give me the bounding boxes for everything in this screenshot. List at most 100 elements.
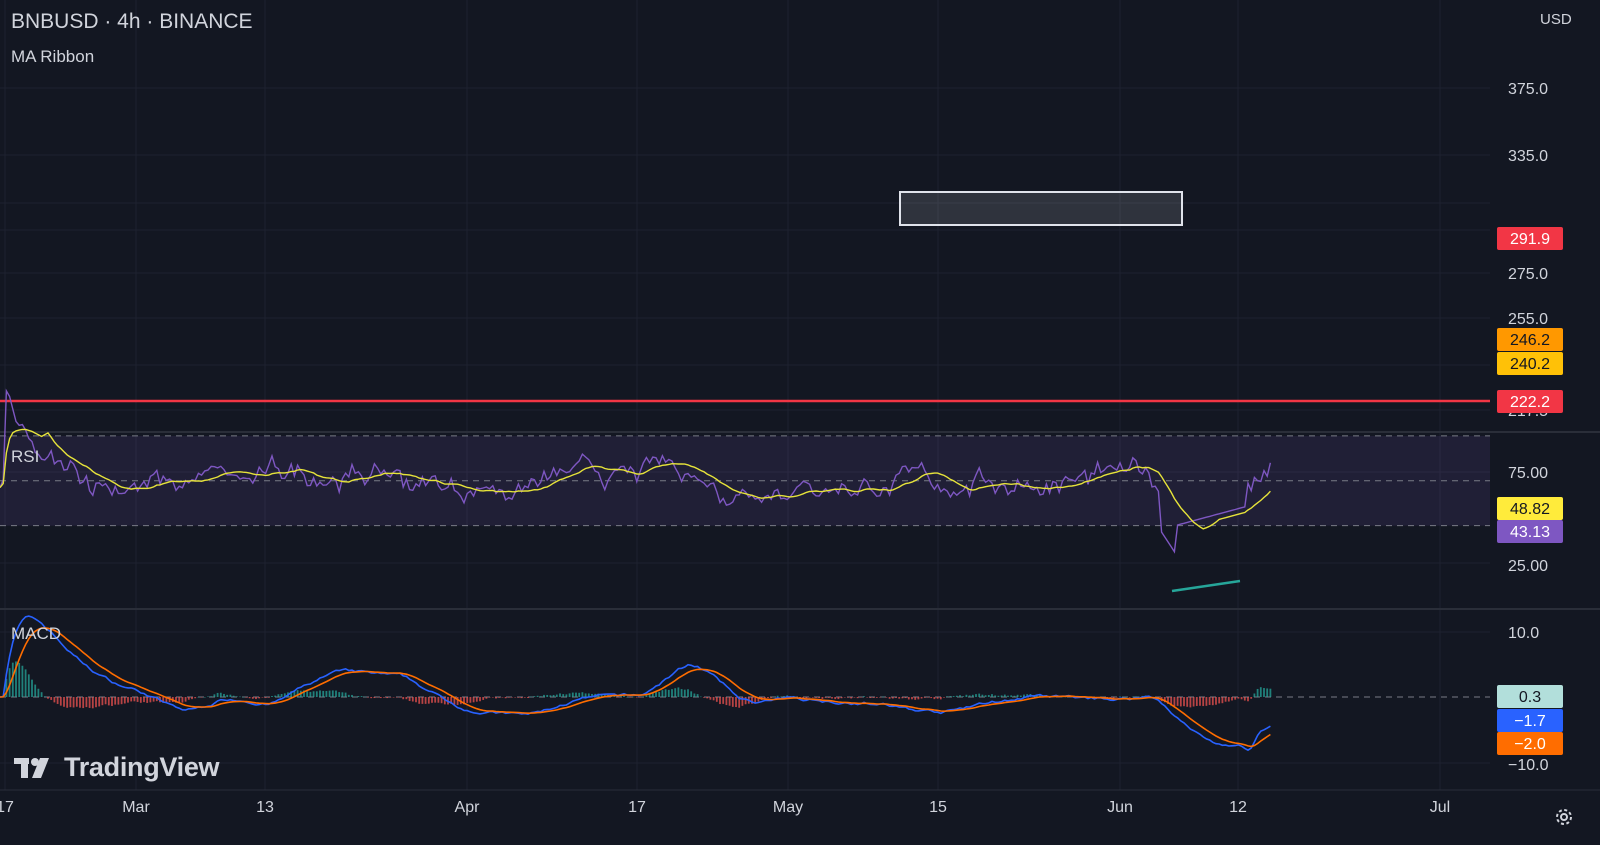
- macd-histogram-bar: [1234, 697, 1237, 700]
- pane-label-rsi[interactable]: RSI: [11, 447, 40, 466]
- macd-histogram-bar: [984, 695, 987, 697]
- macd-histogram-bar: [616, 697, 619, 698]
- macd-histogram-bar: [1128, 697, 1131, 698]
- macd-histogram-bar: [946, 696, 949, 697]
- macd-histogram-bar: [341, 692, 344, 697]
- macd-histogram-bar: [1269, 688, 1272, 697]
- overlays: [0, 399, 1490, 403]
- macd-histogram-bar: [687, 689, 689, 697]
- macd-histogram-bar: [114, 697, 117, 705]
- macd-histogram-bar: [431, 697, 433, 703]
- macd-histogram-bar: [971, 694, 974, 697]
- price-badge: [1497, 328, 1563, 351]
- x-axis-tick-label: 17: [628, 799, 646, 816]
- macd-histogram-bar: [923, 697, 926, 698]
- macd-pane[interactable]: [0, 615, 1490, 752]
- x-axis-tick-label: 13: [256, 799, 274, 816]
- macd-histogram-bar: [491, 697, 494, 698]
- macd-histogram-bar: [367, 697, 369, 698]
- macd-histogram-bar: [194, 697, 197, 699]
- macd-histogram-bar: [920, 697, 923, 699]
- macd-histogram-bar: [293, 691, 296, 697]
- indicator-label-ma-ribbon[interactable]: MA Ribbon: [11, 47, 95, 66]
- macd-histogram-bar: [767, 697, 769, 699]
- macd-histogram-bar: [1247, 697, 1249, 702]
- macd-histogram-bar: [571, 692, 574, 697]
- price-badge-text: 240.2: [1510, 356, 1550, 373]
- symbol-title[interactable]: BNBUSD · 4h · BINANCE: [11, 10, 253, 33]
- macd-histogram-bar: [501, 697, 504, 698]
- macd-histogram-bar: [559, 693, 561, 697]
- macd-histogram-bar: [373, 697, 376, 699]
- macd-histogram-bar: [629, 697, 632, 698]
- macd-histogram-bar: [1115, 697, 1118, 698]
- macd-histogram-bar: [891, 697, 894, 699]
- macd-histogram-bar: [283, 693, 286, 697]
- macd-histogram-bar: [63, 697, 65, 707]
- macd-histogram-bar: [277, 694, 280, 697]
- macd-histogram-bar: [530, 696, 533, 698]
- macd-histogram-bar: [411, 697, 414, 702]
- macd-histogram-bar: [344, 692, 347, 697]
- macd-histogram-bar: [408, 697, 411, 701]
- macd-histogram-bar: [575, 692, 577, 697]
- macd-histogram-bar: [731, 697, 734, 707]
- settings-gear-icon[interactable]: [1553, 806, 1575, 828]
- macd-histogram-bar: [395, 697, 398, 698]
- macd-histogram-bar: [757, 697, 760, 702]
- macd-histogram-bar: [584, 693, 587, 697]
- macd-histogram-bar: [82, 697, 85, 709]
- macd-histogram-bar: [303, 690, 305, 697]
- macd-histogram-bar: [181, 697, 184, 703]
- macd-histogram-bar: [863, 696, 865, 697]
- macd-histogram-bar: [267, 697, 270, 698]
- macd-histogram-bar: [290, 691, 293, 697]
- macd-histogram-bar: [911, 697, 913, 700]
- macd-histogram-bar: [1013, 695, 1016, 697]
- macd-histogram-bar: [319, 690, 321, 697]
- tradingview-wordmark: TradingView: [64, 752, 220, 782]
- currency-selector[interactable]: USD: [1540, 11, 1572, 28]
- macd-histogram-bar: [383, 697, 385, 698]
- macd-histogram-bar: [475, 697, 478, 702]
- macd-histogram-bar: [667, 689, 670, 697]
- macd-histogram-bar: [917, 697, 920, 700]
- macd-histogram-bar: [1000, 695, 1003, 697]
- rsi-divergence-line[interactable]: [1171, 579, 1241, 593]
- macd-histogram-bar: [591, 693, 593, 697]
- fibonacci-retracement[interactable]: 1.618(426.3)1(349.0)0.786(322.2)0.618(30…: [531, 0, 1238, 226]
- macd-histogram-bar: [370, 697, 373, 699]
- macd-histogram-bar: [47, 697, 49, 699]
- pane-label-macd[interactable]: MACD: [11, 624, 62, 643]
- macd-histogram-bar: [859, 697, 862, 698]
- macd-histogram-bar: [463, 697, 465, 705]
- macd-histogram-bar: [658, 691, 661, 697]
- macd-histogram-bar: [146, 697, 149, 703]
- macd-histogram-bar: [773, 696, 776, 698]
- tradingview-logo-icon: [14, 757, 49, 778]
- macd-histogram-bar: [1131, 696, 1134, 698]
- macd-histogram-bar: [235, 696, 238, 697]
- rsi-pane[interactable]: [0, 388, 1490, 593]
- macd-histogram-bar: [418, 697, 421, 704]
- macd-histogram-bar: [514, 697, 517, 698]
- macd-histogram-bar: [741, 697, 744, 706]
- macd-histogram-bar: [712, 697, 715, 701]
- range-rectangle[interactable]: [899, 191, 1183, 226]
- macd-histogram-bar: [549, 695, 552, 697]
- macd-histogram-bar: [405, 697, 408, 700]
- macd-histogram-bar: [479, 697, 481, 702]
- macd-histogram-bar: [693, 693, 696, 697]
- macd-histogram-bar: [1211, 697, 1214, 706]
- macd-histogram-bar: [69, 697, 72, 708]
- macd-histogram-bar: [824, 697, 827, 698]
- macd-axis-tick-label: −10.0: [1508, 757, 1549, 774]
- macd-histogram-bar: [469, 697, 472, 703]
- macd-histogram-bar: [482, 697, 485, 700]
- price-badge-text: 43.13: [1510, 524, 1550, 541]
- macd-histogram-bar: [187, 697, 190, 700]
- macd-histogram-bar: [904, 697, 907, 699]
- price-badge-text: 222.2: [1510, 394, 1550, 411]
- macd-histogram-bar: [680, 689, 683, 697]
